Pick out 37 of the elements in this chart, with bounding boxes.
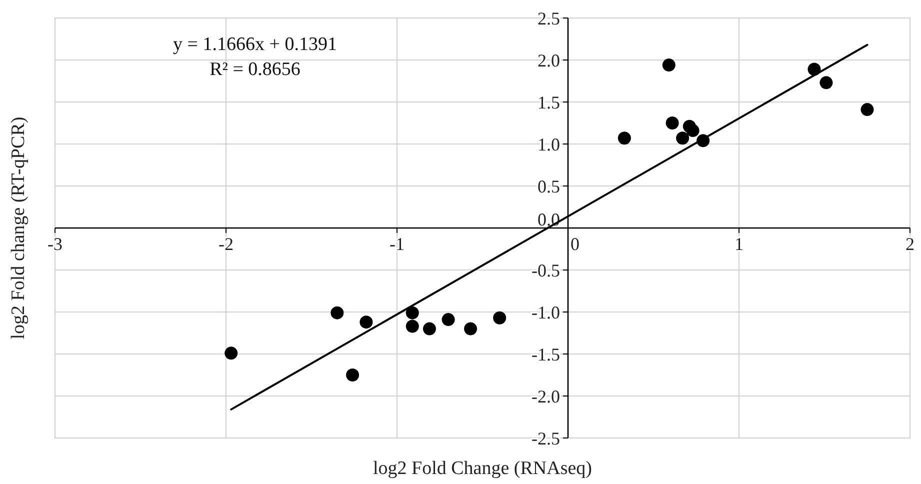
y-tick-label: -0.5	[532, 260, 560, 280]
annotation: R² = 0.8656	[210, 59, 300, 80]
y-tick-label: 1.5	[538, 92, 560, 112]
x-tick-label: 0	[570, 234, 580, 254]
point	[860, 103, 874, 116]
y-axis-title: log2 Fold change (RT-qPCR)	[8, 116, 29, 340]
point	[686, 124, 700, 138]
point	[820, 76, 833, 90]
y-tick-label: 2.0	[538, 50, 560, 70]
x-tick-label: -2	[218, 234, 234, 254]
point	[662, 58, 676, 72]
point	[422, 322, 436, 336]
y-tick-label: -1.5	[532, 344, 560, 364]
point	[360, 316, 373, 329]
x-axis-title: log2 Fold Change (RNAseq)	[372, 458, 592, 479]
x-tick-label: -3	[48, 234, 62, 254]
annotation: y = 1.1666x + 0.1391	[173, 34, 337, 55]
point	[406, 306, 419, 320]
x-tick-label: -1	[390, 234, 404, 254]
point	[346, 368, 360, 382]
y-tick-label: 1.0	[538, 134, 560, 154]
point	[618, 132, 631, 145]
point	[330, 306, 344, 320]
point	[464, 322, 478, 336]
point	[224, 346, 238, 360]
y-tick-label: 0.5	[538, 176, 560, 196]
y-tick-label: -2.5	[532, 428, 560, 448]
y-tick-label: 2.5	[538, 8, 560, 28]
point	[666, 116, 679, 130]
point	[676, 132, 690, 145]
point	[406, 320, 419, 333]
y-tick-label: -2.0	[532, 386, 560, 406]
point	[493, 311, 506, 324]
point	[442, 313, 455, 326]
y-tick-label: -1.0	[532, 302, 560, 322]
x-tick-label: 1	[734, 234, 744, 254]
x-tick-label: 2	[906, 234, 914, 254]
